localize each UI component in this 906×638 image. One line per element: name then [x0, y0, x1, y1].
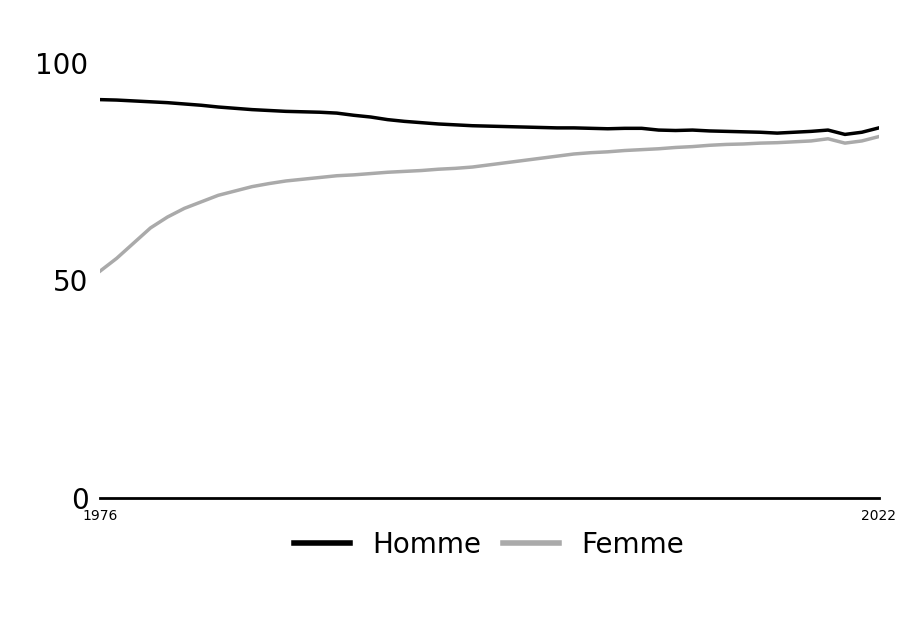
Legend: Homme, Femme: Homme, Femme — [284, 520, 695, 570]
